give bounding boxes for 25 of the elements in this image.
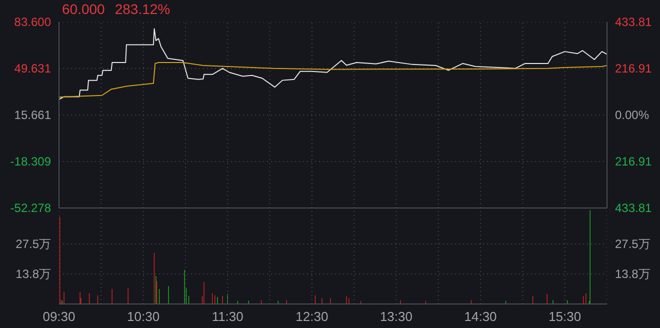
y2-tick-label: 433.81 — [615, 201, 652, 215]
line-series — [59, 62, 607, 98]
y-tick-label: 49.631 — [14, 62, 52, 76]
y2-tick-label: 0.00% — [615, 108, 650, 122]
y-tick-label: -18.309 — [10, 154, 52, 168]
chart-title: 60.000 — [62, 1, 105, 17]
y-tick-label: 15.661 — [14, 108, 52, 122]
line-series — [59, 28, 607, 100]
x-tick-label: 14:30 — [464, 309, 497, 324]
y2-tick-label: 216.91 — [615, 154, 652, 168]
x-tick-label: 12:30 — [296, 309, 328, 324]
x-tick-label: 09:30 — [42, 309, 76, 324]
y2-tick-label: 27.5万 — [615, 236, 650, 251]
y2-tick-label: 13.8万 — [615, 266, 650, 281]
y-tick-label: -52.278 — [10, 201, 52, 215]
y2-tick-label: 433.81 — [615, 15, 652, 29]
y-tick-label: 83.600 — [14, 15, 52, 29]
y2-tick-label: 216.91 — [615, 62, 652, 76]
y-tick-label: 13.8万 — [16, 266, 51, 281]
x-tick-label: 10:30 — [127, 309, 160, 324]
x-tick-label: 15:30 — [548, 309, 582, 324]
x-tick-label: 11:30 — [212, 309, 244, 324]
chart-subtitle: 283.12% — [114, 1, 170, 17]
y-tick-label: 27.5万 — [16, 236, 51, 251]
x-tick-label: 13:30 — [380, 309, 413, 324]
